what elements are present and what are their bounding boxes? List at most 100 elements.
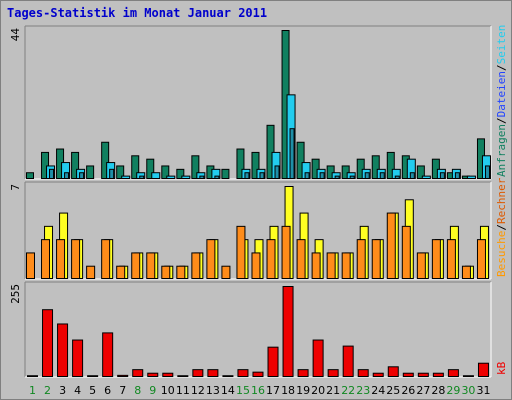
bar-anfragen [101, 141, 110, 179]
bar-kb [447, 369, 459, 377]
bar-rechner [86, 265, 96, 280]
bar-rechner [26, 252, 35, 280]
bar-anfragen [176, 168, 185, 180]
bar-rechner [221, 265, 231, 280]
bar-rechner [341, 252, 351, 280]
legend-kb: kB [495, 361, 508, 375]
y-max-label-hits: 44 [9, 28, 22, 42]
bar-kb [162, 372, 174, 378]
x-tick-label: 29 [446, 384, 460, 397]
x-tick-label: 21 [326, 384, 340, 397]
bar-rechner [251, 252, 261, 280]
bar-anfragen [416, 165, 425, 179]
legend-entry: / [495, 64, 508, 71]
bar-rechner [236, 225, 246, 280]
bar-anfragen [191, 155, 200, 180]
bar-kb [252, 371, 264, 378]
bar-anfragen [146, 158, 155, 180]
x-tick-label: 31 [476, 384, 490, 397]
bar-rechner [71, 239, 81, 279]
legend-entry: Dateien [495, 71, 508, 117]
x-tick-label: 15 [236, 384, 250, 397]
x-tick-label: 14 [221, 384, 235, 397]
bar-rechner [446, 239, 456, 279]
bar-seiten [319, 172, 325, 180]
bar-anfragen [251, 151, 260, 179]
bar-rechner [176, 265, 186, 280]
bar-seiten [289, 128, 295, 179]
x-tick-label: 22 [341, 384, 355, 397]
bar-seiten [409, 172, 415, 180]
bar-dateien [421, 175, 431, 179]
bar-seiten [364, 172, 370, 180]
bar-rechner [131, 252, 141, 280]
bar-dateien [151, 172, 161, 180]
legend-entry: Besuche [495, 231, 508, 277]
bar-seiten [379, 172, 385, 180]
bar-anfragen [341, 165, 350, 179]
bar-seiten [304, 172, 310, 180]
bar-anfragen [386, 151, 395, 179]
x-tick-label: 18 [281, 384, 295, 397]
bar-dateien [181, 175, 191, 179]
x-tick-label: 28 [431, 384, 445, 397]
bar-kb [402, 372, 414, 378]
x-tick-label: 11 [176, 384, 190, 397]
bar-kb [417, 372, 429, 378]
y-max-label-visits: 7 [9, 184, 22, 191]
bar-seiten [349, 175, 355, 179]
bar-anfragen [161, 165, 170, 179]
bar-rechner [401, 225, 411, 280]
x-tick-label: 8 [134, 384, 141, 397]
legend-visits: Besuche/Rechner [495, 177, 508, 277]
x-tick-label: 19 [296, 384, 310, 397]
x-tick-label: 27 [416, 384, 430, 397]
x-tick-label: 1 [29, 384, 36, 397]
bar-kb [237, 369, 249, 377]
legend-entry: / [495, 117, 508, 124]
x-tick-label: 16 [251, 384, 265, 397]
bar-seiten [49, 168, 55, 180]
bar-anfragen [131, 155, 140, 180]
bar-rechner [311, 252, 321, 280]
legend-hits: Anfragen/Dateien/Seiten [495, 25, 508, 177]
bar-rechner [266, 239, 276, 279]
bar-seiten [199, 175, 205, 179]
bar-rechner [461, 265, 471, 280]
bar-rechner [101, 239, 111, 279]
bar-kb [387, 366, 399, 378]
x-tick-label: 23 [356, 384, 370, 397]
bar-anfragen [326, 165, 335, 179]
chart-title: Tages-Statistik im Monat Januar 2011 [7, 6, 268, 20]
bar-kb [342, 345, 354, 377]
bar-rechner [371, 239, 381, 279]
bar-anfragen [266, 124, 275, 180]
x-tick-label: 30 [461, 384, 475, 397]
x-tick-label: 17 [266, 384, 280, 397]
x-tick-label: 2 [44, 384, 51, 397]
bar-kb [57, 323, 69, 377]
bar-dateien [166, 175, 176, 179]
bar-seiten [64, 172, 70, 180]
bar-rechner [431, 239, 441, 279]
bar-seiten [259, 172, 265, 180]
bar-anfragen [371, 155, 380, 180]
x-tick-label: 6 [104, 384, 111, 397]
bar-anfragen [26, 172, 34, 180]
bar-rechner [41, 239, 51, 279]
bar-kb [327, 369, 339, 377]
x-tick-label: 9 [149, 384, 156, 397]
bar-kb [87, 375, 99, 378]
bar-rechner [281, 225, 291, 280]
x-tick-label: 13 [206, 384, 220, 397]
bar-kb [282, 286, 294, 377]
bar-kb [432, 372, 444, 378]
legend-entry: / [495, 224, 508, 231]
bar-kb [207, 369, 219, 377]
bar-kb [42, 309, 54, 377]
bar-rechner [146, 252, 156, 280]
bar-dateien [466, 175, 476, 179]
bar-kb [372, 372, 384, 378]
bar-anfragen [116, 165, 125, 179]
